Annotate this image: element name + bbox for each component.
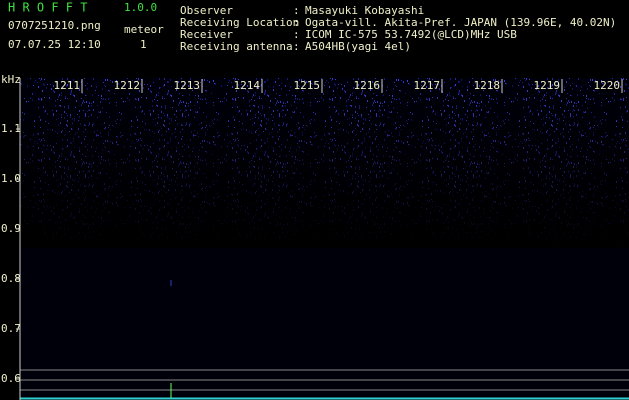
time-tick-label: 1215	[294, 79, 321, 92]
meteor-count: 1	[140, 38, 147, 51]
info-label: Receiver	[180, 28, 233, 41]
frequency-unit: kHz	[1, 73, 21, 86]
time-tick-label: 1214	[234, 79, 261, 92]
time-tick-label: 1216	[354, 79, 381, 92]
time-tick-label: 1220	[594, 79, 621, 92]
info-separator: :	[293, 28, 300, 41]
info-separator: :	[293, 4, 300, 17]
file-name: 0707251210.png	[8, 19, 101, 32]
info-value: ICOM IC-575 53.7492(@LCD)MHz USB	[305, 28, 517, 41]
info-label: Observer	[180, 4, 233, 17]
info-separator: :	[293, 16, 300, 29]
time-tick-label: 1217	[414, 79, 441, 92]
frequency-tick-label: 1.0	[1, 172, 21, 185]
time-tick-label: 1211	[54, 79, 81, 92]
version: 1.0.0	[124, 1, 157, 14]
app-name: H R O F F T	[8, 1, 87, 15]
meteor-label: meteor	[124, 23, 164, 36]
time-tick-label: 1218	[474, 79, 501, 92]
frequency-tick-label: 0.7	[1, 322, 21, 335]
time-tick-label: 1213	[174, 79, 201, 92]
info-value: Ogata-vill. Akita-Pref. JAPAN (139.96E, …	[305, 16, 616, 29]
noise-fade	[20, 78, 629, 248]
info-value: A504HB(yagi 4el)	[305, 40, 411, 53]
info-label: Receiving Location	[180, 16, 299, 29]
frequency-tick-label: 0.6	[1, 372, 21, 385]
info-separator: :	[293, 40, 300, 53]
frequency-tick-label: 1.1	[1, 122, 21, 135]
time-tick-label: 1212	[114, 79, 141, 92]
frequency-tick-label: 0.8	[1, 272, 21, 285]
info-label: Receiving antenna	[180, 40, 293, 53]
timestamp: 07.07.25 12:10	[8, 38, 101, 51]
info-value: Masayuki Kobayashi	[305, 4, 424, 17]
frequency-tick-label: 0.9	[1, 222, 21, 235]
time-tick-label: 1219	[534, 79, 561, 92]
